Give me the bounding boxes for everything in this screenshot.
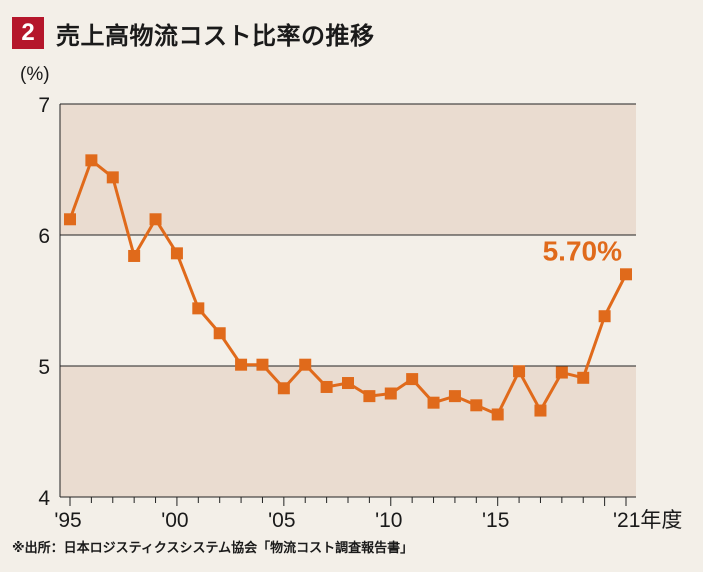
y-tick-label: 6 [38,225,50,248]
data-point [620,268,632,281]
source-note: ※出所：日本ロジスティクスシステム協会「物流コスト調査報告書」 [12,541,414,556]
data-point [64,213,76,226]
data-point [170,247,183,260]
x-tick-label: '00 [161,509,188,532]
y-axis-unit: (%) [20,64,50,85]
x-tick-label: '05 [268,509,295,532]
data-point [277,382,290,395]
y-tick-label: 7 [38,94,50,117]
data-point [491,408,504,421]
data-point [363,390,376,403]
x-tick-label: '21年度 [613,509,682,532]
data-point [577,371,590,384]
y-tick-label: 5 [38,356,50,379]
plot-band-upper [60,104,636,235]
data-point [299,358,312,371]
data-point [406,373,419,386]
data-point [320,380,333,393]
figure-number-badge: 2 [12,17,44,49]
x-tick-label: '95 [54,509,81,532]
x-tick-label: '15 [482,509,509,532]
data-point [384,387,397,400]
data-point [598,310,611,323]
data-point [128,249,141,262]
data-point [342,377,354,390]
y-tick-label: 4 [38,487,50,510]
data-point [235,358,248,371]
data-point [534,404,547,417]
data-point [192,302,205,315]
data-point [85,154,98,167]
chart-title: 売上高物流コスト比率の推移 [56,21,375,50]
data-point [213,327,226,340]
data-point [427,396,440,409]
data-point [470,399,483,412]
data-point [106,171,119,184]
data-point [149,213,162,226]
data-point [448,390,461,403]
data-point [256,358,269,371]
data-point [555,366,568,379]
x-tick-label: '10 [375,509,402,532]
chart-header: 2 売上高物流コスト比率の推移 [12,16,375,50]
value-callout: 5.70% [543,235,622,266]
data-point [513,365,526,378]
